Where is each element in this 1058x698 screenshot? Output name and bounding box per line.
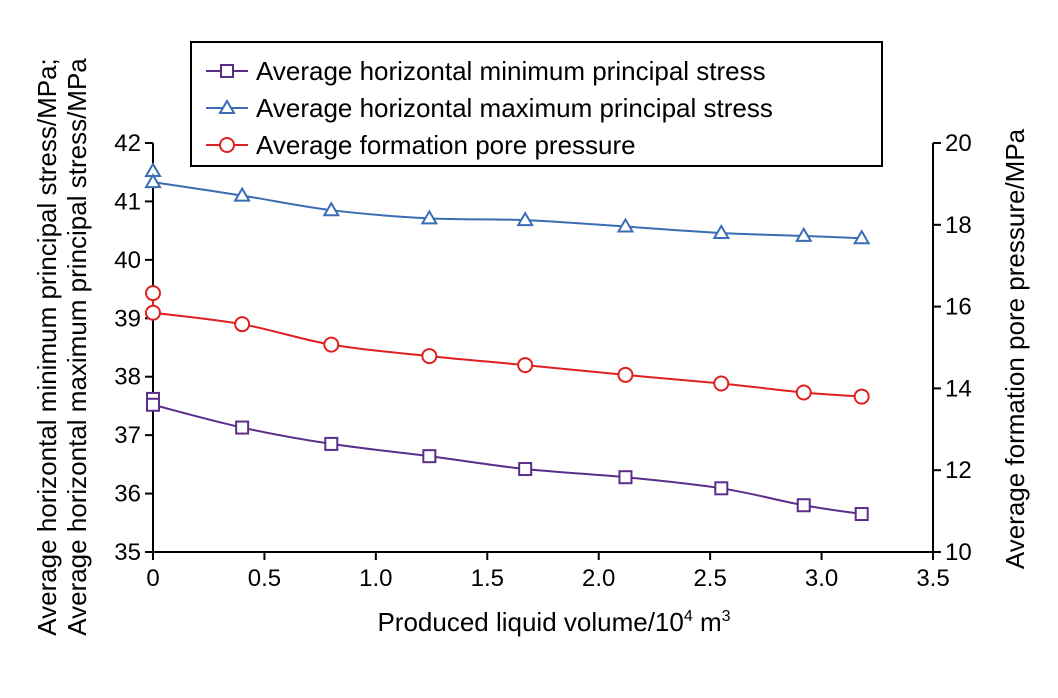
legend-label: Average formation pore pressure bbox=[256, 130, 636, 160]
data-point bbox=[518, 462, 533, 477]
series-line bbox=[152, 181, 862, 240]
y-right-tick-label: 12 bbox=[945, 457, 972, 484]
y-axis-left-title-line: Average horizontal maximum principal str… bbox=[62, 58, 92, 636]
data-point bbox=[516, 211, 534, 227]
x-axis-title: Produced liquid volume/104 m3 bbox=[377, 607, 730, 637]
y-left-tick-label: 38 bbox=[114, 364, 141, 391]
legend-marker bbox=[218, 99, 236, 114]
y-left-tick-label: 35 bbox=[114, 539, 141, 566]
x-tick-label: 3.0 bbox=[805, 565, 838, 592]
y-left-tick-label: 42 bbox=[114, 130, 141, 157]
x-tick-label: 1.5 bbox=[471, 565, 504, 592]
legend-marker bbox=[220, 64, 234, 78]
data-point bbox=[146, 397, 160, 412]
axes: 0 0.5 1.0 1.5 2.0 2.5 3.0 3.5 35 36 37 38 39 40 41 42 10… bbox=[32, 58, 1030, 637]
x-tick-label: 0 bbox=[146, 565, 159, 592]
plot-area bbox=[144, 162, 871, 522]
y-axis-right-title: Average formation pore pressure/MPa bbox=[1000, 128, 1030, 569]
y-axis-left-title-line: Average horizontal minimum principal str… bbox=[32, 58, 62, 636]
data-point bbox=[796, 498, 811, 513]
legend: Average horizontal minimum principal str… bbox=[190, 41, 883, 167]
data-point bbox=[714, 481, 729, 496]
x-tick-label: 2.5 bbox=[693, 565, 726, 592]
data-point bbox=[421, 348, 438, 365]
data-point bbox=[795, 226, 813, 242]
series-line bbox=[152, 403, 862, 516]
y-right-tick-label: 20 bbox=[945, 130, 972, 157]
y-left-tick-label: 39 bbox=[114, 305, 141, 332]
x-axis-title-part: 4 bbox=[684, 608, 693, 625]
series-square-group bbox=[146, 391, 869, 522]
x-tick-label: 1.0 bbox=[359, 565, 392, 592]
series-circle-group bbox=[145, 285, 870, 405]
data-point bbox=[322, 201, 341, 217]
x-axis-title-part: m bbox=[693, 607, 722, 637]
data-point bbox=[517, 357, 534, 374]
y-left-tick-label: 37 bbox=[114, 422, 141, 449]
y-right-tick-label: 14 bbox=[945, 375, 972, 402]
data-point bbox=[235, 420, 250, 435]
data-point bbox=[618, 470, 633, 485]
x-axis-title-part: 3 bbox=[722, 608, 731, 625]
x-axis-title-part: Produced liquid volume/10 bbox=[377, 607, 683, 637]
legend-frame bbox=[190, 41, 883, 167]
data-point bbox=[713, 375, 730, 392]
data-point bbox=[422, 449, 437, 464]
legend-label: Average horizontal minimum principal str… bbox=[256, 56, 766, 86]
series-line bbox=[152, 311, 862, 398]
legend-marker bbox=[219, 137, 235, 153]
x-tick-label: 0.5 bbox=[248, 565, 281, 592]
y-left-tick-label: 36 bbox=[114, 481, 141, 508]
y-left-tick-label: 41 bbox=[114, 188, 141, 215]
data-point bbox=[853, 388, 870, 405]
data-point bbox=[712, 223, 731, 239]
y-axis-left-title: Average horizontal minimum principal str… bbox=[32, 58, 92, 636]
legend-label: Average horizontal maximum principal str… bbox=[256, 93, 773, 123]
series-triangle-group bbox=[144, 162, 871, 245]
data-point bbox=[616, 217, 635, 233]
y-right-tick-label: 18 bbox=[945, 212, 972, 239]
x-tick-label: 3.5 bbox=[916, 565, 949, 592]
data-point bbox=[145, 285, 161, 302]
data-point bbox=[420, 209, 439, 225]
y-right-tick-label: 10 bbox=[945, 539, 972, 566]
data-point bbox=[852, 229, 871, 245]
data-point bbox=[617, 366, 634, 383]
data-point bbox=[324, 436, 339, 451]
y-right-tick-label: 16 bbox=[945, 294, 972, 321]
data-point bbox=[233, 186, 251, 202]
data-point bbox=[145, 304, 161, 321]
data-point bbox=[795, 384, 812, 401]
data-point bbox=[144, 173, 162, 189]
data-point bbox=[323, 336, 340, 353]
y-left-tick-label: 40 bbox=[114, 247, 141, 274]
data-point bbox=[854, 507, 869, 522]
data-point bbox=[234, 316, 251, 333]
x-tick-label: 2.0 bbox=[582, 565, 615, 592]
